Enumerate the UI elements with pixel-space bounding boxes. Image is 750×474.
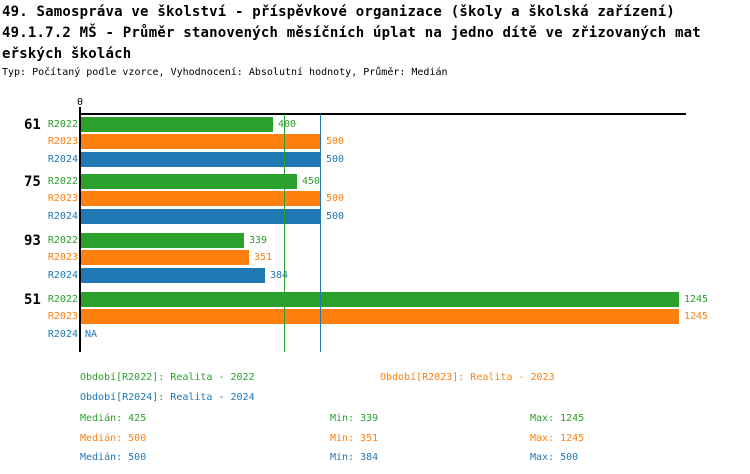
stat-median: Medián: 500 xyxy=(80,433,147,444)
y-axis-line xyxy=(79,107,81,352)
stat-max: Max: 500 xyxy=(530,452,579,463)
chart-title-line: 49. Samospráva ve školství - příspěvkové… xyxy=(2,4,676,20)
legend-item: Období[R2023]: Realita - 2023 xyxy=(380,372,555,383)
series-row-label: R2022 xyxy=(47,176,78,187)
bar-value-label: 1245 xyxy=(684,294,709,305)
bar xyxy=(81,309,679,325)
median-reference-line xyxy=(284,114,285,352)
chart-title-line: eřských školách xyxy=(2,46,132,62)
bar xyxy=(81,292,679,307)
series-row-label: R2024 xyxy=(47,210,78,222)
bar-value-label: 500 xyxy=(326,136,345,148)
bar-value-label: 400 xyxy=(278,119,297,130)
series-row-label: R2022 xyxy=(47,294,78,305)
bar-value-label: 500 xyxy=(326,153,345,165)
bar-value-label: 339 xyxy=(249,235,268,246)
median-reference-line xyxy=(320,114,321,352)
chart-subtitle: Typ: Počítaný podle vzorce, Vyhodnocení:… xyxy=(2,67,448,78)
series-row-label: R2024 xyxy=(47,328,78,340)
bar xyxy=(81,134,321,150)
bar xyxy=(81,174,297,189)
bar xyxy=(81,250,249,266)
series-row-label: R2022 xyxy=(47,119,78,130)
legend-item: Období[R2022]: Realita - 2022 xyxy=(80,372,255,383)
x-axis-line xyxy=(80,113,686,115)
bar xyxy=(81,151,321,167)
bar-value-label: 351 xyxy=(254,252,273,264)
bar xyxy=(81,267,265,283)
series-row-label: R2023 xyxy=(47,193,78,205)
group-label: 75 xyxy=(24,174,41,190)
group-label: 61 xyxy=(24,117,41,133)
stat-max: Max: 1245 xyxy=(530,413,585,424)
series-row-label: R2022 xyxy=(47,235,78,246)
series-row-label: R2024 xyxy=(47,153,78,165)
bar xyxy=(81,233,244,248)
x-axis-tick-label: 0 xyxy=(76,97,84,108)
bar xyxy=(81,117,273,132)
chart-title: 49. Samospráva ve školství - příspěvkové… xyxy=(2,2,701,65)
series-row-label: R2023 xyxy=(47,252,78,264)
bar-value-label: 1245 xyxy=(684,311,709,323)
stat-min: Min: 351 xyxy=(330,433,379,444)
bar xyxy=(81,191,321,207)
legend-item: Období[R2024]: Realita - 2024 xyxy=(80,392,255,403)
stat-min: Min: 339 xyxy=(330,413,379,424)
stat-median: Medián: 425 xyxy=(80,413,147,424)
bar-value-label: 384 xyxy=(270,269,289,281)
series-row-label: R2023 xyxy=(47,136,78,148)
series-row-label: R2023 xyxy=(47,311,78,323)
bar-value-label: 500 xyxy=(326,193,345,205)
series-row-label: R2024 xyxy=(47,269,78,281)
bar-value-label: 450 xyxy=(302,176,321,187)
stat-median: Medián: 500 xyxy=(80,452,147,463)
bar-value-label: NA xyxy=(85,328,98,340)
bar xyxy=(81,208,321,224)
stat-max: Max: 1245 xyxy=(530,433,585,444)
group-label: 93 xyxy=(24,233,41,249)
stat-min: Min: 384 xyxy=(330,452,379,463)
chart-title-line: 49.1.7.2 MŠ - Průměr stanovených měsíční… xyxy=(2,25,701,41)
bar-value-label: 500 xyxy=(326,210,345,222)
group-label: 51 xyxy=(24,292,41,308)
